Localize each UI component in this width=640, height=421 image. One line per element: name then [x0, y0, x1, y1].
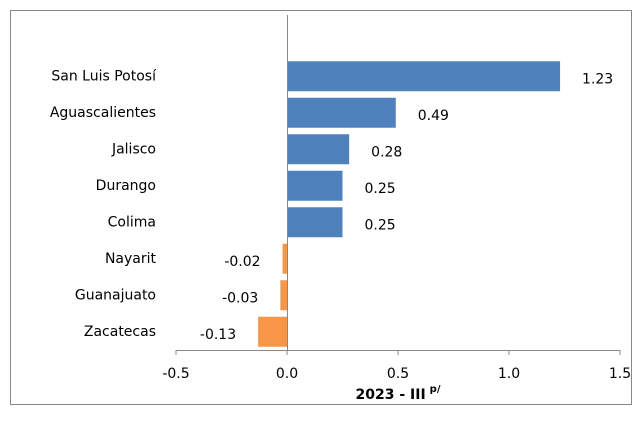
- y-tick-label: Zacatecas: [84, 324, 156, 340]
- bar: [287, 207, 343, 238]
- bar: [287, 134, 350, 165]
- y-tick-label: Durango: [96, 178, 156, 194]
- data-label: -0.13: [200, 327, 236, 343]
- x-tick-label: 0.0: [276, 366, 298, 382]
- data-label: -0.03: [222, 290, 258, 306]
- y-tick-label: Aguascalientes: [50, 105, 156, 121]
- x-tick-label: 1.0: [498, 366, 520, 382]
- data-label: 1.23: [582, 71, 613, 87]
- y-tick-label: Nayarit: [105, 251, 157, 267]
- x-tick-label: 1.5: [609, 366, 631, 382]
- x-axis-title: 2023 - III p/: [356, 384, 441, 403]
- bar: [287, 61, 561, 92]
- data-label: 0.25: [365, 181, 396, 197]
- bar: [258, 316, 287, 347]
- x-tick-label: -0.5: [162, 366, 189, 382]
- data-label: 0.28: [371, 144, 402, 160]
- bar: [287, 97, 396, 128]
- y-tick-label: Colima: [108, 214, 156, 230]
- y-tick-label: San Luis Potosí: [51, 68, 157, 84]
- y-tick-label: Guanajuato: [75, 287, 156, 303]
- data-label: -0.02: [224, 254, 260, 270]
- x-tick-label: 0.5: [387, 366, 409, 382]
- bar: [280, 280, 287, 311]
- x-axis-title-main: 2023 - III: [356, 387, 426, 403]
- y-tick-label: Jalisco: [111, 141, 156, 157]
- bar: [282, 243, 287, 274]
- data-label: 0.49: [418, 108, 449, 124]
- bar: [287, 170, 343, 201]
- x-axis-title-sup: p/: [430, 384, 441, 395]
- data-label: 0.25: [365, 217, 396, 233]
